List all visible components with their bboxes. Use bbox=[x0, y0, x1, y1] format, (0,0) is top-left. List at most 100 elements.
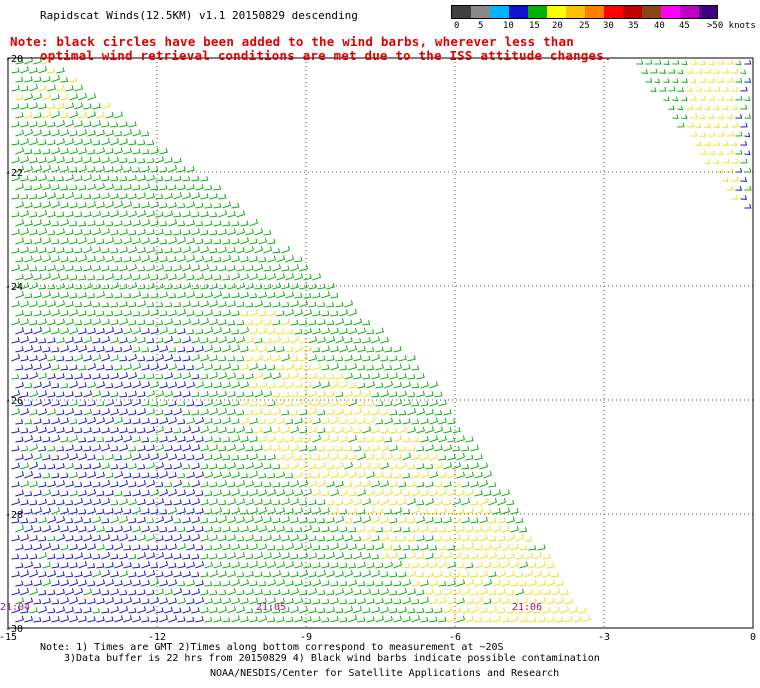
wind-barb bbox=[56, 427, 65, 434]
wind-barb bbox=[308, 373, 317, 380]
wind-barb bbox=[173, 444, 182, 452]
wind-barb bbox=[294, 382, 303, 389]
wind-barb bbox=[398, 588, 407, 596]
wind-barb bbox=[335, 408, 344, 416]
wind-barb bbox=[366, 329, 375, 335]
wind-barb bbox=[353, 407, 362, 416]
wind-barb bbox=[272, 534, 281, 542]
wind-barb bbox=[231, 435, 241, 443]
wind-barb bbox=[236, 409, 245, 416]
wind-barb bbox=[83, 553, 92, 560]
wind-barb bbox=[60, 274, 69, 281]
wind-barb bbox=[321, 526, 330, 533]
wind-barb bbox=[33, 489, 42, 497]
wind-barb bbox=[200, 517, 209, 524]
wind-barb bbox=[60, 112, 69, 119]
wind-barb bbox=[29, 480, 38, 488]
wind-barb bbox=[434, 552, 443, 560]
wind-barb bbox=[227, 300, 236, 308]
wind-barb bbox=[344, 409, 353, 416]
wind-barb bbox=[74, 84, 83, 92]
wind-barb bbox=[177, 328, 186, 335]
wind-barb bbox=[276, 346, 285, 353]
wind-barb bbox=[83, 607, 92, 614]
wind-barb bbox=[663, 96, 670, 102]
wind-barb bbox=[267, 346, 276, 353]
wind-barb bbox=[231, 578, 240, 587]
wind-barb bbox=[114, 416, 123, 425]
wind-barb bbox=[69, 435, 78, 443]
wind-barb bbox=[213, 274, 222, 281]
wind-barb bbox=[281, 463, 290, 470]
wind-barb bbox=[11, 337, 20, 344]
wind-barb bbox=[168, 400, 177, 407]
wind-barb bbox=[416, 481, 425, 488]
wind-barb bbox=[38, 228, 47, 236]
wind-barb bbox=[141, 201, 150, 209]
wind-barb bbox=[326, 606, 335, 614]
wind-barb bbox=[101, 462, 110, 470]
wind-barb bbox=[42, 578, 51, 587]
wind-barb bbox=[141, 490, 150, 497]
wind-barb bbox=[479, 534, 489, 542]
wind-barb bbox=[47, 391, 56, 398]
wind-barb bbox=[308, 336, 317, 344]
wind-barb bbox=[96, 381, 105, 389]
wind-barb bbox=[159, 597, 168, 605]
wind-barb bbox=[254, 390, 263, 398]
wind-barb bbox=[87, 293, 96, 299]
wind-barb bbox=[267, 328, 276, 335]
wind-barb bbox=[317, 355, 326, 362]
wind-barb bbox=[110, 229, 119, 236]
wind-barb bbox=[74, 391, 83, 398]
wind-barb bbox=[173, 571, 182, 578]
wind-barb bbox=[11, 174, 20, 182]
wind-barb bbox=[159, 579, 168, 587]
wind-barb bbox=[407, 373, 416, 380]
wind-barb bbox=[191, 192, 200, 200]
wind-barb bbox=[321, 580, 330, 587]
wind-barb bbox=[155, 409, 164, 416]
wind-barb bbox=[114, 292, 123, 299]
wind-barb bbox=[20, 408, 29, 416]
wind-barb bbox=[420, 509, 429, 515]
wind-barb bbox=[42, 237, 51, 245]
wind-barb bbox=[699, 60, 706, 66]
wind-barb bbox=[348, 308, 357, 317]
wind-barb bbox=[281, 606, 290, 614]
wind-barb bbox=[69, 238, 78, 245]
wind-barb bbox=[735, 131, 743, 137]
wind-barb bbox=[56, 499, 65, 506]
wind-barb bbox=[227, 283, 236, 290]
wind-barb bbox=[87, 220, 96, 227]
wind-barb bbox=[240, 544, 249, 551]
wind-barb bbox=[218, 480, 227, 488]
wind-barb bbox=[330, 363, 339, 371]
wind-barb bbox=[434, 571, 443, 578]
wind-barb bbox=[20, 246, 29, 254]
wind-barb bbox=[330, 416, 339, 425]
wind-barb bbox=[231, 238, 240, 245]
wind-barb bbox=[105, 562, 114, 569]
wind-barb bbox=[276, 328, 285, 335]
wind-barb bbox=[726, 149, 734, 155]
wind-barb bbox=[344, 372, 353, 380]
wind-barb bbox=[731, 176, 739, 182]
wind-barb bbox=[29, 282, 38, 290]
wind-barb bbox=[119, 264, 128, 272]
wind-barb bbox=[740, 86, 748, 92]
wind-barb bbox=[263, 481, 272, 488]
wind-barb bbox=[254, 515, 263, 524]
wind-barb bbox=[51, 273, 60, 281]
wind-barb bbox=[393, 507, 402, 515]
wind-barb bbox=[461, 534, 470, 542]
wind-barb bbox=[209, 193, 218, 200]
wind-barb bbox=[564, 616, 573, 623]
wind-barb bbox=[456, 525, 465, 533]
wind-barb bbox=[114, 471, 123, 479]
wind-barb bbox=[492, 525, 502, 533]
wind-barb bbox=[24, 544, 33, 551]
wind-barb bbox=[42, 542, 51, 551]
wind-barb bbox=[200, 589, 209, 596]
wind-barb bbox=[362, 515, 371, 524]
